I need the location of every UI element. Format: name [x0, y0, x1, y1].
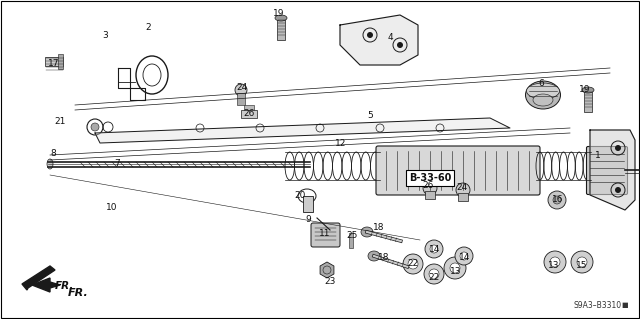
Text: 26: 26 [243, 109, 255, 118]
Text: 26: 26 [422, 181, 434, 189]
Text: 20: 20 [294, 191, 306, 201]
Circle shape [367, 32, 373, 38]
Polygon shape [320, 262, 334, 278]
Text: 7: 7 [114, 159, 120, 167]
Text: FR.: FR. [55, 281, 74, 291]
Circle shape [615, 145, 621, 151]
Text: 15: 15 [576, 261, 588, 270]
Bar [241, 110, 257, 118]
Circle shape [425, 240, 443, 258]
Text: 24: 24 [456, 182, 468, 191]
FancyBboxPatch shape [311, 223, 340, 247]
Text: 9: 9 [305, 216, 311, 225]
Text: 4: 4 [387, 33, 393, 42]
Circle shape [615, 187, 621, 193]
Text: 25: 25 [346, 232, 358, 241]
Circle shape [423, 181, 437, 195]
Polygon shape [590, 130, 635, 210]
Text: 22: 22 [428, 273, 440, 283]
Text: 2: 2 [145, 24, 151, 33]
Text: 17: 17 [48, 58, 60, 68]
Ellipse shape [275, 15, 287, 21]
Circle shape [455, 247, 473, 265]
Ellipse shape [525, 81, 561, 109]
Polygon shape [22, 266, 55, 290]
Bar [349, 233, 353, 248]
Circle shape [397, 42, 403, 48]
Bar [584, 90, 592, 112]
Ellipse shape [361, 227, 373, 237]
Text: 23: 23 [324, 278, 336, 286]
Text: 14: 14 [460, 254, 470, 263]
Ellipse shape [47, 159, 53, 169]
Circle shape [553, 196, 561, 204]
Text: 3: 3 [102, 31, 108, 40]
Text: FR.: FR. [68, 288, 89, 298]
Text: 8: 8 [50, 150, 56, 159]
Ellipse shape [533, 94, 553, 106]
Bar [458, 193, 468, 201]
Bar [45, 57, 63, 66]
Text: 5: 5 [367, 110, 373, 120]
Circle shape [450, 263, 460, 273]
Text: 1: 1 [595, 151, 601, 160]
Circle shape [424, 264, 444, 284]
Circle shape [429, 269, 439, 279]
Text: 13: 13 [451, 266, 461, 276]
Circle shape [91, 123, 99, 131]
Polygon shape [340, 15, 418, 65]
Ellipse shape [527, 83, 559, 99]
Text: 18: 18 [378, 253, 390, 262]
Circle shape [430, 245, 438, 253]
Circle shape [456, 183, 470, 197]
Text: S9A3–B3310: S9A3–B3310 [574, 300, 622, 309]
FancyBboxPatch shape [376, 146, 540, 195]
Text: ■: ■ [621, 302, 628, 308]
Text: 21: 21 [54, 117, 66, 127]
Text: B-33-60: B-33-60 [409, 173, 451, 183]
Text: 19: 19 [579, 85, 591, 93]
Text: 6: 6 [538, 79, 544, 88]
Bar [303, 196, 313, 212]
Ellipse shape [582, 87, 594, 93]
Bar [244, 105, 254, 110]
Text: 10: 10 [106, 204, 118, 212]
Text: 13: 13 [548, 261, 560, 270]
Circle shape [403, 254, 423, 274]
Text: 12: 12 [335, 138, 347, 147]
Bar [277, 18, 285, 40]
Circle shape [444, 257, 466, 279]
Bar [58, 54, 63, 69]
Circle shape [544, 251, 566, 273]
Circle shape [577, 257, 587, 267]
Bar [425, 191, 435, 199]
Circle shape [571, 251, 593, 273]
Circle shape [460, 252, 468, 260]
Text: 14: 14 [429, 244, 441, 254]
Ellipse shape [368, 251, 380, 261]
Text: 19: 19 [273, 10, 285, 19]
Text: 24: 24 [236, 83, 248, 92]
Text: 22: 22 [408, 259, 419, 269]
Bar [237, 93, 245, 105]
Circle shape [550, 257, 560, 267]
Polygon shape [32, 278, 60, 292]
Text: 18: 18 [373, 224, 385, 233]
Circle shape [408, 259, 418, 269]
Circle shape [548, 191, 566, 209]
Circle shape [235, 84, 247, 96]
Polygon shape [95, 118, 510, 143]
Text: 16: 16 [552, 196, 564, 204]
Text: 11: 11 [319, 229, 331, 239]
FancyBboxPatch shape [586, 146, 627, 195]
